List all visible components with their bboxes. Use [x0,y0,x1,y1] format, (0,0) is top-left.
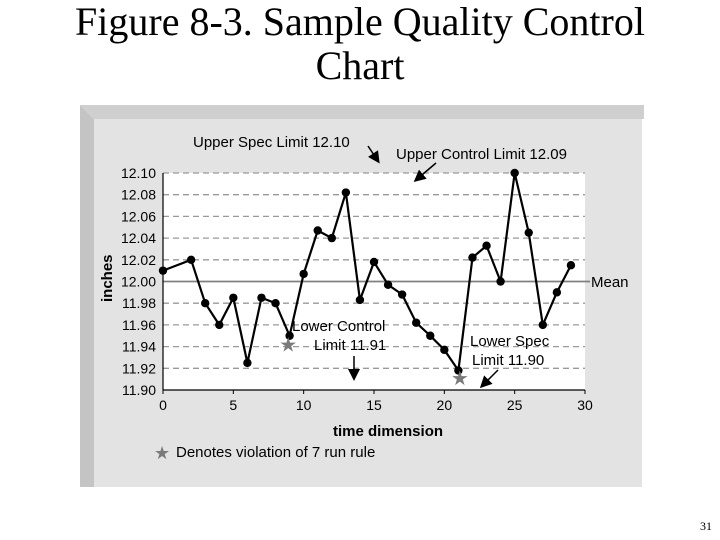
x-tick-label: 30 [577,397,593,413]
data-point [566,261,576,270]
data-point [355,295,365,305]
upper-spec-arrow [367,145,380,164]
x-tick-label: 5 [229,397,237,413]
lower-control-limit-label-line-1: Lower Control [292,318,385,335]
upper-control-arrow [413,162,437,182]
data-point [440,345,449,355]
x-tick-label: 0 [159,397,167,413]
y-tick-label: 11.94 [122,339,156,355]
data-point [538,320,547,330]
data-point [299,269,308,279]
x-axis-label: time dimension [333,423,443,440]
panel-top-bevel [80,105,644,119]
y-tick-label: 12.00 [121,274,156,290]
data-point [215,320,224,330]
data-point [257,293,266,302]
x-tick-label: 20 [437,397,453,413]
data-point [426,331,435,340]
data-point [468,253,477,262]
data-point [271,299,280,308]
page-number: 31 [700,519,712,533]
violation-star-icon: ★ [451,366,469,390]
slide-title-line-1: Figure 8-3. Sample Quality Control [75,0,645,44]
lower-control-limit-label-line-2: Limit 11.91 [314,337,386,354]
y-tick-label: 12.06 [121,208,156,224]
lower-spec-limit-label-line-1: Lower Spec [470,333,550,350]
data-point [454,366,463,375]
y-tick-label: 11.92 [122,360,156,376]
data-point [510,168,519,178]
y-tick-label: 12.04 [121,230,156,246]
legend-note: Denotes violation of 7 run rule [176,444,375,461]
y-tick-label: 12.08 [121,187,156,203]
data-point [397,290,407,299]
data-point [496,277,505,286]
data-point [383,280,393,289]
x-tick-label: 25 [507,397,523,413]
x-tick-label: 15 [366,397,382,413]
data-point [412,318,421,327]
data-point [158,266,168,275]
data-point [285,331,294,340]
y-tick-label: 12.10 [121,165,156,181]
data-point [229,293,238,302]
data-point [524,228,533,237]
mean-label: Mean [591,274,629,291]
data-point [482,241,491,250]
axis-layer: 12.10 12.08 12.06 12.04 12.02 12.00 11.98 11.96… [121,165,593,413]
series-layer [158,168,576,375]
data-point [243,358,252,368]
data-point [186,255,196,264]
legend-star-icon: ★ [154,443,170,464]
y-axis-label: inches [99,254,116,302]
lower-spec-arrow [479,369,499,389]
y-tick-label: 11.98 [122,295,156,311]
data-point [552,288,562,297]
data-point [313,226,322,235]
data-point [327,233,336,243]
violation-star-icon: ★ [279,332,297,356]
y-tick-label: 12.02 [121,252,156,268]
slide-title: Figure 8-3. Sample Quality Control Chart [0,0,720,88]
upper-control-limit-label: Upper Control Limit 12.09 [396,146,567,163]
y-tick-label: 11.96 [122,317,156,333]
y-tick-label: 11.90 [122,382,156,398]
data-point [201,299,210,308]
data-point [341,188,351,197]
slide-title-line-2: Chart [315,43,405,88]
panel-left-bevel [80,105,94,487]
x-tick-label: 10 [296,397,312,413]
marker-layer: ★★ [279,332,469,390]
data-point [369,257,379,267]
upper-spec-limit-label: Upper Spec Limit 12.10 [193,134,350,151]
lower-spec-limit-label-line-2: Limit 11.90 [472,352,544,369]
